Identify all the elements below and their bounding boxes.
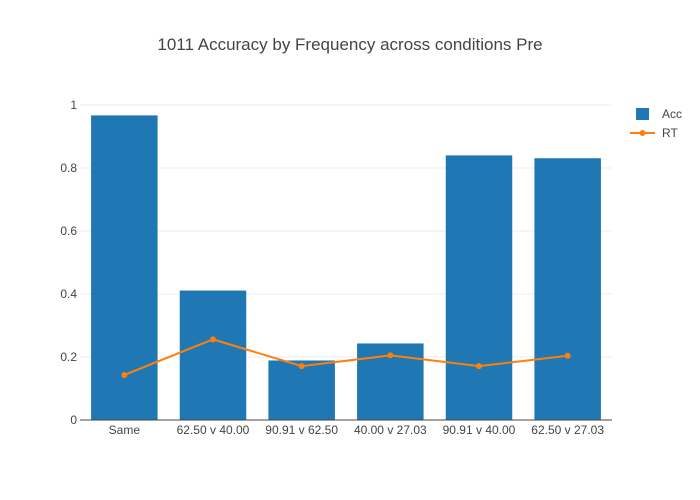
chart-title: 1011 Accuracy by Frequency across condit…: [157, 35, 542, 54]
line-rt: [123, 338, 568, 376]
y-tick-label: 1: [70, 98, 77, 112]
bar-acc[interactable]: [445, 155, 513, 420]
y-tick-label: 0.6: [60, 224, 77, 238]
y-tick-label: 0.8: [60, 161, 77, 175]
x-tick-label: 90.91 v 40.00: [443, 423, 516, 437]
bar-acc[interactable]: [179, 290, 247, 420]
x-tick-labels: Same 62.50 v 40.00 90.91 v 62.50 40.00 v 27…: [109, 423, 605, 437]
point-rt[interactable]: [298, 363, 305, 370]
legend-label-rt[interactable]: RT: [662, 126, 678, 140]
bar-acc[interactable]: [268, 360, 335, 420]
x-tick-label: Same: [109, 423, 141, 437]
legend-swatch-acc[interactable]: [636, 108, 649, 120]
legend-swatch-rt-marker[interactable]: [639, 130, 646, 136]
rt-series: [121, 336, 571, 378]
legend[interactable]: Acc RT: [630, 107, 682, 140]
y-tick-label: 0.2: [60, 350, 77, 364]
point-rt[interactable]: [121, 371, 128, 378]
bar-acc[interactable]: [534, 158, 601, 421]
point-rt[interactable]: [387, 352, 394, 359]
legend-label-acc[interactable]: Acc: [662, 107, 682, 121]
y-tick-label: 0: [70, 413, 77, 427]
x-tick-label: 40.00 v 27.03: [354, 423, 427, 437]
point-rt[interactable]: [210, 336, 216, 343]
bars: [91, 115, 601, 421]
point-rt[interactable]: [476, 363, 482, 370]
x-tick-label: 62.50 v 40.00: [177, 423, 250, 437]
bar-acc[interactable]: [91, 115, 158, 421]
x-tick-label: 90.91 v 62.50: [265, 423, 338, 437]
point-rt[interactable]: [564, 352, 571, 359]
x-tick-label: 62.50 v 27.03: [531, 423, 604, 437]
y-tick-label: 0.4: [60, 287, 77, 301]
y-tick-labels: 0 0.2 0.4 0.6 0.8 1: [60, 98, 77, 427]
